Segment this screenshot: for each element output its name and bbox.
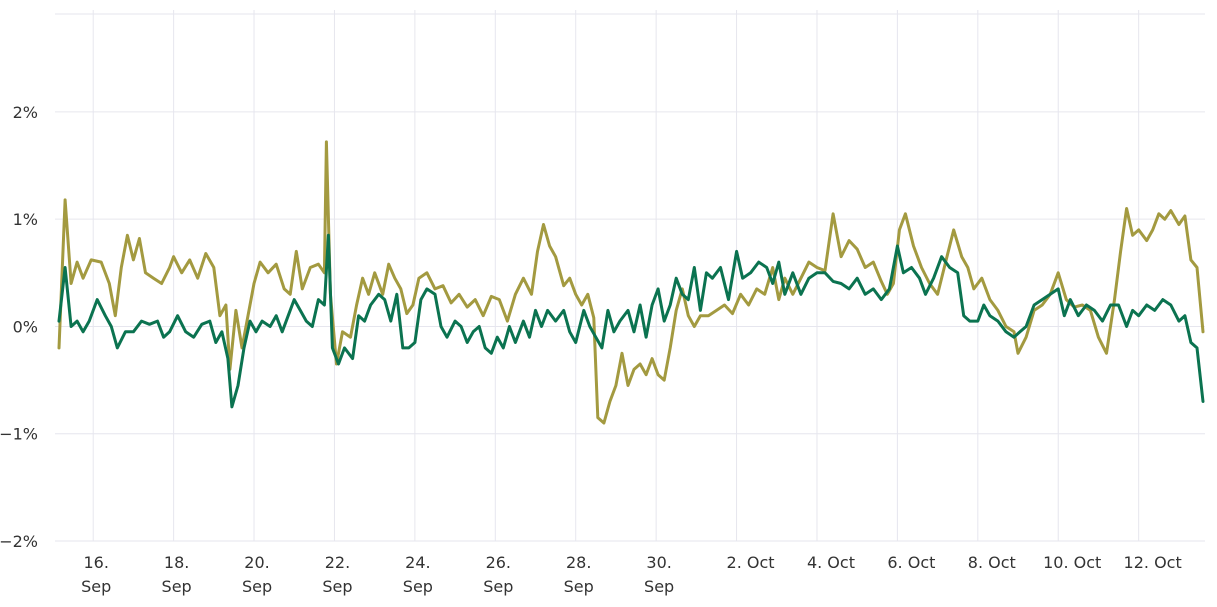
x-tick-label: Sep [644, 577, 674, 596]
y-tick-label: −2% [0, 532, 38, 551]
x-tick-label: Sep [564, 577, 594, 596]
x-tick-label: 8. Oct [968, 553, 1016, 572]
x-tick-label: 30. [646, 553, 671, 572]
x-tick-label: Sep [162, 577, 192, 596]
x-tick-label: 12. Oct [1124, 553, 1182, 572]
x-tick-label: 10. Oct [1043, 553, 1101, 572]
grid-lines [55, 10, 1205, 542]
x-tick-label: 18. [164, 553, 189, 572]
x-tick-label: 16. [83, 553, 108, 572]
x-tick-label: Sep [322, 577, 352, 596]
y-tick-label: 2% [13, 103, 38, 122]
series-line-1 [57, 140, 1205, 425]
y-tick-label: −1% [0, 425, 38, 444]
series-lines [57, 140, 1205, 425]
x-tick-label: 6. Oct [887, 553, 935, 572]
y-tick-label: 1% [13, 210, 38, 229]
x-tick-label: 28. [566, 553, 591, 572]
x-tick-label: 22. [325, 553, 350, 572]
x-tick-label: Sep [403, 577, 433, 596]
y-tick-label: 0% [13, 317, 38, 336]
x-axis-labels: 16. Sep 18. Sep 20. Sep 22. Sep 24. Sep 26. Sep 28. S… [81, 553, 1182, 596]
x-tick-label: Sep [483, 577, 513, 596]
x-tick-label: Sep [81, 577, 111, 596]
y-axis-labels: 2% 1% 0% −1% −2% [0, 103, 38, 551]
series-line-2 [57, 233, 1205, 409]
x-tick-label: 4. Oct [807, 553, 855, 572]
x-tick-label: 2. Oct [727, 553, 775, 572]
x-tick-label: Sep [242, 577, 272, 596]
x-tick-label: 24. [405, 553, 430, 572]
x-tick-label: 26. [486, 553, 511, 572]
x-tick-label: 20. [244, 553, 269, 572]
